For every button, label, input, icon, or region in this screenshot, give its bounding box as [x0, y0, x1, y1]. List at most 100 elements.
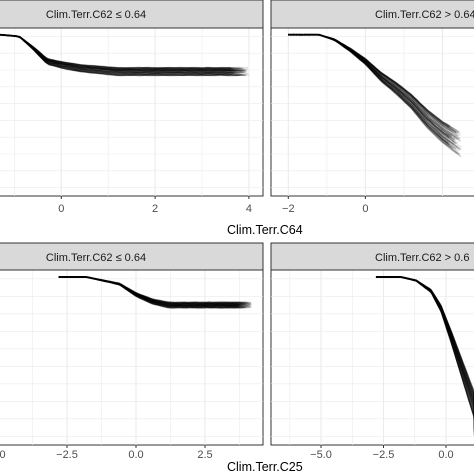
curve-line: [375, 276, 474, 406]
curve-line: [288, 33, 453, 132]
curve-line: [0, 34, 236, 75]
curve-line: [58, 276, 250, 306]
curve-line: [0, 34, 232, 71]
curve-line: [58, 276, 251, 307]
curve-line: [375, 276, 474, 428]
curve-line: [0, 34, 231, 69]
curve-line: [0, 34, 247, 77]
curve-line: [0, 33, 242, 71]
panel-bottom-left: Clim.Terr.C62 ≤ 0.64 5.0 −2.5 0.0 2.5: [0, 242, 264, 461]
curve-line: [58, 275, 252, 305]
curve-line: [0, 34, 247, 77]
curve-line: [58, 275, 239, 307]
curve-line: [0, 33, 241, 74]
curve-line: [0, 33, 239, 76]
curve-line: [58, 275, 241, 307]
curve-line: [288, 33, 451, 138]
curve-line: [58, 276, 241, 307]
curve-line: [375, 275, 474, 418]
curve-line: [288, 33, 458, 141]
curve-line: [58, 275, 247, 307]
curve-line: [375, 275, 474, 431]
curve-line: [288, 33, 460, 155]
curve-line: [288, 34, 460, 152]
curve-line: [0, 33, 233, 69]
curve-line: [58, 275, 250, 309]
curve-line: [375, 275, 474, 397]
curve-line: [58, 276, 240, 304]
curve-line: [375, 276, 474, 420]
curve-line: [288, 33, 459, 141]
curve-line: [0, 34, 230, 70]
curve-line: [375, 275, 474, 399]
curve-line: [0, 34, 238, 70]
curve-line: [375, 275, 474, 396]
curve-line: [58, 276, 241, 310]
panel-bottom-right: Clim.Terr.C62 > 0.6 −5.0 −2.5 0.0: [270, 242, 474, 461]
curve-line: [375, 276, 474, 398]
curve-line: [0, 34, 249, 76]
curve-line: [58, 275, 248, 304]
curve-line: [375, 276, 474, 411]
curve-line: [0, 34, 238, 76]
curve-line: [0, 34, 232, 70]
curve-line: [376, 275, 474, 429]
curve-line: [0, 34, 234, 74]
curve-line: [58, 276, 247, 304]
curve-line: [0, 34, 240, 77]
panel-top-right-strip: [270, 0, 474, 29]
curve-line: [58, 275, 252, 304]
curve-line: [58, 276, 247, 309]
curve-line: [288, 33, 449, 145]
curve-line: [0, 34, 243, 75]
x-tick-label: −2.5: [373, 449, 395, 461]
curve-line: [58, 275, 241, 306]
curve-line: [0, 34, 231, 71]
curve-line: [58, 276, 247, 309]
curve-line: [288, 33, 456, 132]
curve-line: [0, 34, 231, 76]
curve-line: [375, 276, 474, 404]
curve-line: [58, 276, 241, 309]
curve-line: [375, 275, 474, 399]
curve-line: [58, 275, 242, 304]
curve-line: [288, 33, 454, 145]
curve-line: [376, 275, 474, 407]
curve-line: [376, 275, 474, 400]
curve-line: [58, 275, 244, 307]
panel-top-left-strip-label: Clim.Terr.C62 ≤ 0.64: [46, 9, 146, 21]
curve-line: [375, 275, 474, 415]
curve-line: [375, 276, 474, 422]
curve-line: [288, 33, 457, 133]
curve-line: [288, 33, 449, 128]
curve-line: [375, 275, 474, 417]
curve-line: [0, 34, 241, 76]
curve-line: [375, 276, 474, 401]
curve-line: [376, 276, 474, 418]
curve-line: [375, 275, 474, 402]
curve-line: [0, 34, 244, 74]
curve-line: [375, 275, 474, 399]
curve-line: [58, 275, 246, 304]
curve-line: [58, 275, 246, 305]
curve-line: [58, 276, 247, 308]
top-x-axis-title: Clim.Terr.C64: [227, 223, 303, 237]
curve-line: [0, 33, 246, 77]
curve-line: [58, 275, 243, 304]
curve-line: [0, 34, 236, 71]
curve-line: [0, 34, 240, 77]
curve-line: [58, 276, 250, 309]
curve-line: [375, 276, 474, 409]
curve-line: [375, 275, 474, 404]
curve-line: [0, 34, 247, 71]
curve-line: [288, 33, 460, 140]
curve-line: [58, 275, 245, 308]
curve-line: [58, 275, 242, 304]
curve-line: [58, 275, 240, 306]
curve-line: [375, 276, 474, 406]
curve-line: [288, 33, 461, 140]
curve-line: [288, 33, 458, 144]
curve-line: [0, 33, 234, 75]
curve-line: [0, 34, 238, 72]
curve-line: [0, 34, 230, 73]
